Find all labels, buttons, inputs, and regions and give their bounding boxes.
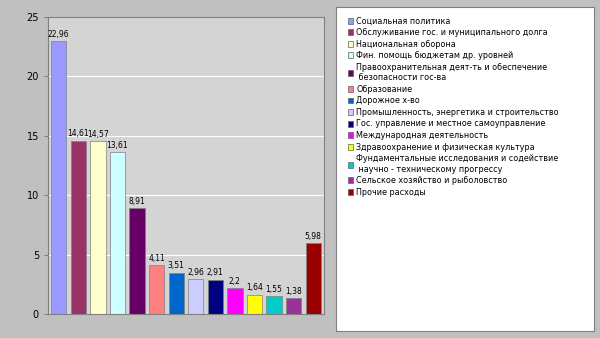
- Text: 4,11: 4,11: [148, 254, 165, 263]
- Bar: [90, 141, 106, 314]
- Text: 1,38: 1,38: [285, 287, 302, 295]
- Text: 2,91: 2,91: [207, 268, 224, 277]
- Legend: Социальная политика, Обслуживание гос. и муниципального долга, Национальная обор: Социальная политика, Обслуживание гос. и…: [345, 14, 562, 199]
- Text: 3,51: 3,51: [168, 261, 185, 270]
- Bar: [305, 243, 321, 314]
- Bar: [149, 265, 164, 314]
- Bar: [71, 141, 86, 314]
- Text: 22,96: 22,96: [48, 30, 70, 39]
- Bar: [247, 295, 262, 314]
- Bar: [266, 296, 282, 314]
- Bar: [208, 280, 223, 314]
- Text: 1,64: 1,64: [246, 284, 263, 292]
- Bar: [130, 208, 145, 314]
- Bar: [51, 41, 67, 314]
- Text: 14,61: 14,61: [68, 129, 89, 138]
- Text: 8,91: 8,91: [128, 197, 145, 206]
- Bar: [227, 288, 242, 314]
- Bar: [286, 298, 301, 314]
- Bar: [110, 152, 125, 314]
- Text: 5,98: 5,98: [305, 232, 322, 241]
- Bar: [188, 279, 203, 314]
- Bar: [169, 272, 184, 314]
- Text: 2,96: 2,96: [187, 268, 204, 277]
- Text: 13,61: 13,61: [107, 141, 128, 150]
- Text: 14,57: 14,57: [87, 129, 109, 139]
- Text: 2,2: 2,2: [229, 277, 241, 286]
- Text: 1,55: 1,55: [266, 285, 283, 293]
